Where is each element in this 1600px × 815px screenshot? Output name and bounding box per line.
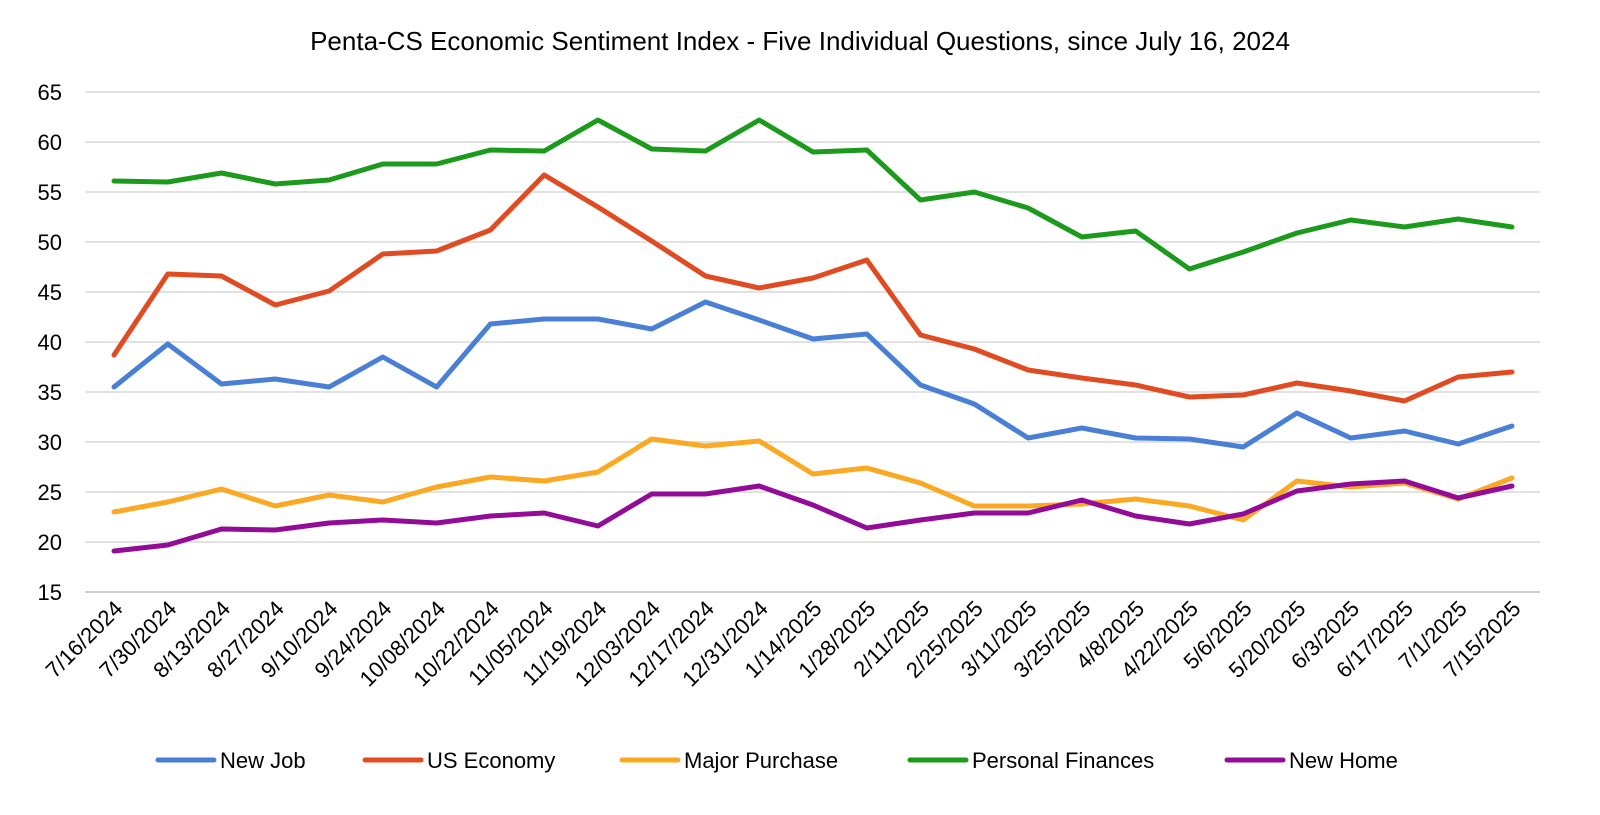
series-line-new-home <box>111 478 1515 554</box>
gridlines <box>85 91 1540 593</box>
y-tick-label: 15 <box>38 580 62 605</box>
y-tick-label: 50 <box>38 230 62 255</box>
y-tick-label: 35 <box>38 380 62 405</box>
legend-item: New Job <box>155 748 306 773</box>
legend-item: Major Purchase <box>619 748 838 773</box>
x-axis: 7/16/20247/30/20248/13/20248/27/20249/10… <box>41 596 1526 692</box>
series-line-us-economy <box>111 172 1515 404</box>
chart-title: Penta-CS Economic Sentiment Index - Five… <box>310 26 1290 56</box>
legend-label: New Job <box>220 748 306 773</box>
legend-label: US Economy <box>427 748 555 773</box>
y-axis: 15 20 25 30 35 40 45 50 55 60 65 <box>38 80 62 605</box>
y-tick-label: 60 <box>38 130 62 155</box>
legend-item: Personal Finances <box>907 748 1154 773</box>
y-tick-label: 40 <box>38 330 62 355</box>
series-lines <box>111 117 1515 554</box>
legend-item: New Home <box>1224 748 1398 773</box>
series-line-personal-finances <box>111 117 1515 272</box>
y-tick-label: 45 <box>38 280 62 305</box>
legend-label: Personal Finances <box>972 748 1154 773</box>
y-tick-label: 55 <box>38 180 62 205</box>
y-tick-label: 20 <box>38 530 62 555</box>
legend-label: New Home <box>1289 748 1398 773</box>
legend-item: US Economy <box>362 748 555 773</box>
legend-label: Major Purchase <box>684 748 838 773</box>
series-line-major-purchase <box>111 436 1515 523</box>
legend: New Job US Economy Major Purchase Personal … <box>155 748 1398 773</box>
y-tick-label: 30 <box>38 430 62 455</box>
y-tick-label: 65 <box>38 80 62 105</box>
y-tick-label: 25 <box>38 480 62 505</box>
series-line-new-job <box>111 299 1515 450</box>
